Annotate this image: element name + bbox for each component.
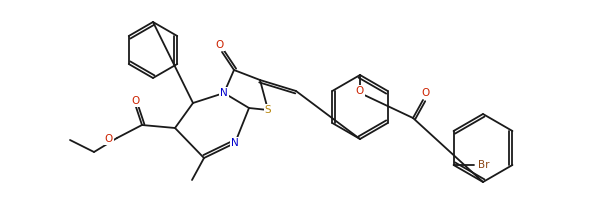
Text: N: N bbox=[231, 138, 239, 148]
Text: O: O bbox=[131, 96, 139, 106]
Text: O: O bbox=[216, 40, 224, 50]
Text: S: S bbox=[265, 105, 271, 115]
Text: N: N bbox=[220, 88, 228, 98]
Text: O: O bbox=[356, 86, 364, 96]
Text: O: O bbox=[421, 88, 429, 98]
Text: Br: Br bbox=[478, 160, 489, 170]
Text: O: O bbox=[104, 134, 113, 144]
